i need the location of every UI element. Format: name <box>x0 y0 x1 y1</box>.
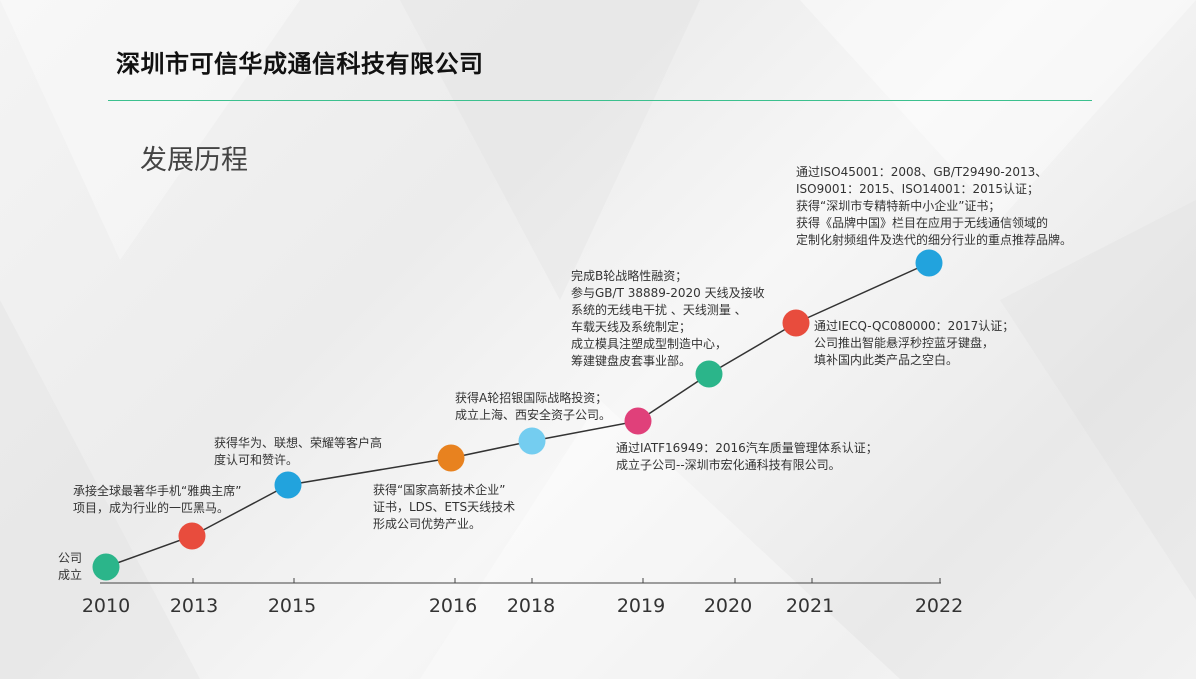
milestone-dot-2010 <box>92 553 120 581</box>
year-label-2016: 2016 <box>428 595 478 617</box>
event-2020: 完成B轮战略性融资； 参与GB/T 38889-2020 天线及接收 系统的无线… <box>571 269 765 368</box>
milestone-dot-2015 <box>274 471 302 499</box>
year-label-2022: 2022 <box>914 595 964 617</box>
event-2015: 获得华为、联想、荣耀等客户高 度认可和赞许。 <box>214 436 383 467</box>
milestone-dot-2013 <box>178 522 206 550</box>
event-2018: 获得A轮招银国际战略投资； 成立上海、西安全资子公司。 <box>455 391 612 422</box>
event-2021: 通过IECQ-QC080000：2017认证； 公司推出智能悬浮秒控蓝牙键盘， … <box>814 319 1015 367</box>
milestone-dot-2020 <box>695 360 723 388</box>
company-title: 深圳市可信华成通信科技有限公司 <box>116 50 484 78</box>
milestone-dot-2019 <box>624 407 652 435</box>
event-2016: 获得“国家高新技术企业” 证书，LDS、ETS天线技术 形成公司优势产业。 <box>373 483 516 531</box>
event-2019: 通过IATF16949：2016汽车质量管理体系认证； 成立子公司--深圳市宏化… <box>616 441 878 472</box>
milestone-dot-2022 <box>915 249 943 277</box>
year-label-2021: 2021 <box>785 595 835 617</box>
title-divider <box>108 100 1092 101</box>
event-2013: 承接全球最著华手机“雅典主席” 项目，成为行业的一匹黑马。 <box>73 484 242 515</box>
event-2022: 通过ISO45001：2008、GB/T29490-2013、 ISO9001：… <box>796 165 1073 247</box>
year-label-2018: 2018 <box>506 595 556 617</box>
year-label-2020: 2020 <box>703 595 753 617</box>
year-label-2019: 2019 <box>616 595 666 617</box>
milestone-dot-2016 <box>437 444 465 472</box>
year-label-2015: 2015 <box>267 595 317 617</box>
year-label-2013: 2013 <box>169 595 219 617</box>
event-2010: 公司 成立 <box>58 551 83 582</box>
milestone-dot-2021 <box>782 309 810 337</box>
section-title: 发展历程 <box>140 145 248 176</box>
year-label-2010: 2010 <box>81 595 131 617</box>
axis-ticks <box>192 578 941 583</box>
milestone-dot-2018 <box>518 427 546 455</box>
